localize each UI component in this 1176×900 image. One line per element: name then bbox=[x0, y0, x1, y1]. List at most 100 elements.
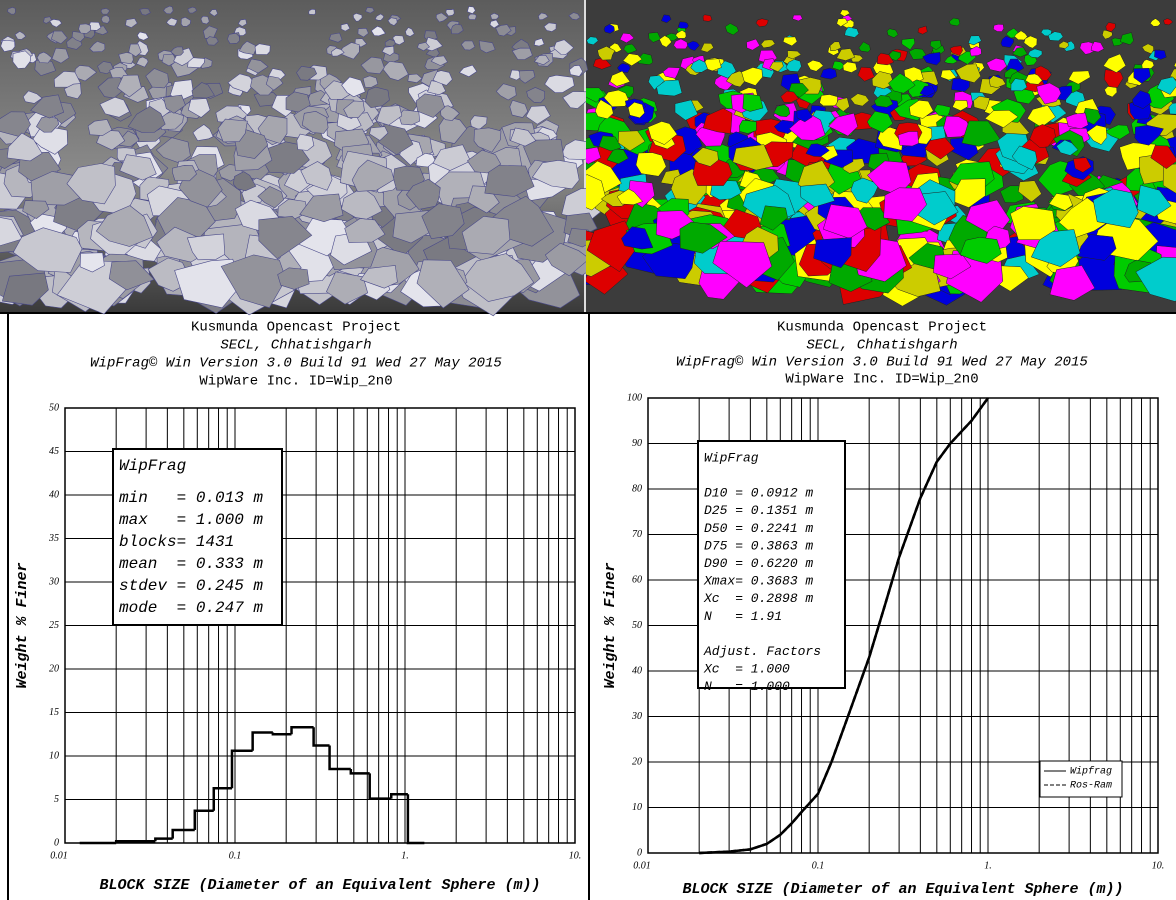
fragment bbox=[943, 115, 972, 138]
rock bbox=[421, 203, 465, 240]
fragment bbox=[1135, 256, 1176, 302]
fragment bbox=[948, 17, 961, 27]
fragment bbox=[739, 119, 757, 134]
rock bbox=[238, 40, 256, 55]
rock bbox=[467, 13, 477, 20]
fragment bbox=[1012, 47, 1028, 58]
fragment bbox=[922, 52, 941, 66]
rock bbox=[257, 186, 284, 209]
fragment bbox=[844, 26, 860, 38]
fragment bbox=[623, 43, 638, 54]
fragment bbox=[700, 42, 714, 53]
fragment bbox=[919, 85, 936, 97]
chart-title: SECL, Chhatishgarh bbox=[220, 338, 371, 354]
y-tick-label: 35 bbox=[48, 533, 59, 544]
fragment bbox=[888, 72, 916, 94]
fragment bbox=[1036, 82, 1062, 105]
x-axis-label: BLOCK SIZE (Diameter of an Equivalent Sp… bbox=[682, 881, 1123, 898]
fragment bbox=[819, 94, 838, 107]
rock bbox=[341, 187, 383, 220]
rock bbox=[415, 93, 445, 118]
rock bbox=[445, 8, 455, 17]
rock bbox=[416, 259, 470, 309]
stats-box bbox=[112, 448, 283, 626]
rock bbox=[544, 242, 590, 277]
rock bbox=[432, 144, 471, 171]
rock bbox=[172, 164, 197, 182]
rock bbox=[360, 265, 398, 289]
rock bbox=[258, 215, 313, 260]
x-tick-label: 0.1 bbox=[812, 860, 825, 871]
stats-line: max = 1.000 m bbox=[119, 511, 263, 529]
fragment bbox=[955, 63, 981, 83]
rock bbox=[139, 8, 151, 16]
legend-label: Ros-Ram bbox=[1070, 781, 1112, 792]
rock bbox=[125, 18, 138, 29]
fragment bbox=[1011, 145, 1038, 171]
fragment bbox=[876, 52, 895, 66]
rock bbox=[257, 115, 288, 144]
fragment bbox=[805, 143, 830, 157]
fragment bbox=[993, 24, 1004, 32]
y-tick-label: 60 bbox=[632, 574, 642, 585]
y-tick-label: 25 bbox=[49, 620, 59, 631]
rock bbox=[51, 47, 70, 64]
fragment bbox=[755, 18, 769, 28]
fragment bbox=[746, 38, 761, 51]
fragment bbox=[1025, 73, 1043, 85]
stats-line: D90 = 0.6220 m bbox=[704, 556, 813, 571]
fragment bbox=[839, 9, 851, 17]
fragment bbox=[1086, 124, 1108, 145]
rock bbox=[398, 109, 421, 126]
x-axis-label: BLOCK SIZE (Diameter of an Equivalent Sp… bbox=[99, 877, 540, 894]
fragment bbox=[741, 67, 763, 86]
fragment bbox=[883, 187, 927, 222]
rock bbox=[119, 154, 157, 181]
rock bbox=[495, 83, 517, 101]
rock bbox=[265, 75, 284, 91]
chart-title: WipWare Inc. ID=Wip_2n0 bbox=[785, 372, 978, 388]
rock bbox=[191, 82, 215, 99]
fragment bbox=[1149, 18, 1161, 27]
histogram-bar bbox=[406, 794, 425, 845]
rock bbox=[415, 152, 436, 168]
fragment bbox=[616, 188, 644, 205]
stats-line: Adjust. Factors bbox=[703, 644, 821, 659]
fragment bbox=[831, 60, 847, 71]
y-tick-label: 40 bbox=[632, 665, 642, 676]
y-tick-label: 10 bbox=[49, 750, 59, 761]
rock bbox=[79, 252, 105, 273]
fragment bbox=[1141, 43, 1154, 55]
rock bbox=[407, 73, 423, 84]
fragment bbox=[827, 112, 858, 137]
rock bbox=[163, 5, 174, 15]
x-tick-label: 1. bbox=[401, 850, 409, 861]
fragment bbox=[822, 204, 868, 239]
fragment bbox=[961, 120, 1001, 147]
rock bbox=[227, 32, 240, 45]
rock bbox=[553, 39, 575, 56]
fragment bbox=[674, 99, 699, 121]
rock bbox=[285, 91, 311, 113]
rock bbox=[117, 74, 142, 98]
rock bbox=[450, 23, 464, 35]
rock bbox=[490, 12, 500, 20]
rock bbox=[432, 70, 453, 86]
y-tick-label: 100 bbox=[627, 392, 642, 403]
rock bbox=[360, 56, 385, 75]
fragment bbox=[917, 25, 928, 35]
fragment bbox=[933, 104, 951, 117]
fragment bbox=[820, 67, 838, 80]
y-tick-label: 40 bbox=[49, 489, 59, 500]
fragment bbox=[1010, 206, 1057, 241]
rock bbox=[89, 41, 106, 53]
fragment bbox=[1134, 125, 1164, 146]
rock bbox=[344, 218, 386, 243]
fragment bbox=[617, 63, 631, 73]
rock bbox=[118, 52, 134, 65]
y-tick-label: 30 bbox=[48, 576, 59, 587]
plot-frame bbox=[647, 397, 1159, 854]
y-tick-label: 20 bbox=[49, 663, 59, 674]
rock bbox=[22, 200, 50, 219]
